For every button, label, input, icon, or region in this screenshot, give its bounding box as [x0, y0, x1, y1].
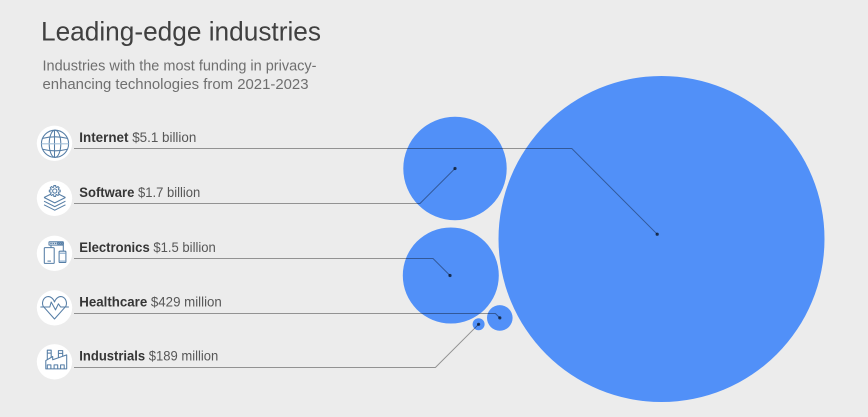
- svg-text:Software $1.7 billion: Software $1.7 billion: [79, 184, 200, 200]
- svg-text:enhancing technologies from 20: enhancing technologies from 2021-2023: [43, 77, 309, 93]
- svg-text:Leading-edge industries: Leading-edge industries: [41, 16, 321, 46]
- svg-text:Healthcare $429 million: Healthcare $429 million: [79, 294, 221, 310]
- svg-text:Internet $5.1 billion: Internet $5.1 billion: [79, 129, 196, 145]
- svg-text:Electronics $1.5 billion: Electronics $1.5 billion: [79, 239, 215, 255]
- svg-text:Industrials $189 million: Industrials $189 million: [79, 348, 218, 364]
- svg-text:Industries with the most fundi: Industries with the most funding in priv…: [43, 59, 317, 75]
